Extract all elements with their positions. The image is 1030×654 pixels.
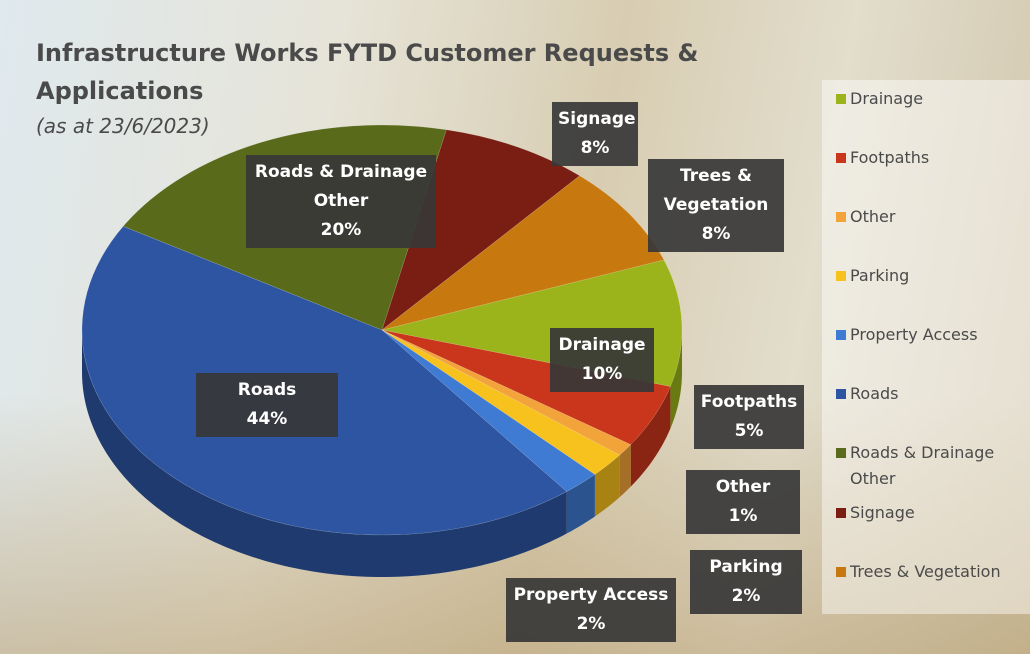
data-label-value: 2% — [576, 614, 606, 634]
legend-swatch — [836, 330, 846, 340]
legend-item: Trees & Vegetation — [836, 559, 1026, 585]
data-label-value: 2% — [731, 586, 761, 606]
data-label: Property Access 2% — [506, 578, 676, 642]
data-label-name: Roads — [237, 380, 297, 400]
data-label: Trees & Vegetation 8% — [648, 159, 784, 252]
data-label: Other 1% — [686, 470, 800, 534]
data-label-name: Footpaths — [700, 392, 798, 412]
slice-side — [82, 330, 567, 577]
data-label-value: 5% — [734, 421, 764, 441]
data-label: Drainage 10% — [550, 328, 654, 392]
legend-swatch — [836, 508, 846, 518]
data-label-value: 8% — [701, 224, 731, 244]
chart-title: Infrastructure Works FYTD Customer Reque… — [36, 39, 699, 105]
chart-subtitle: (as at 23/6/2023) — [36, 114, 210, 138]
data-label-name: Property Access — [513, 585, 669, 605]
legend-label: Roads & Drainage Other — [850, 443, 995, 488]
data-label-name: Parking — [709, 557, 783, 577]
legend-label: Roads — [850, 384, 899, 403]
slice — [381, 329, 621, 475]
slice-side — [630, 386, 671, 487]
legend-item: Footpaths — [836, 145, 1026, 171]
legend-item: Roads — [836, 381, 1026, 407]
legend-swatch — [836, 94, 846, 104]
slice — [381, 175, 665, 331]
legend-label: Trees & Vegetation — [850, 562, 1001, 581]
legend-item: Roads & Drainage Other — [836, 440, 1026, 492]
slice — [381, 329, 671, 445]
data-label: Signage 8% — [552, 102, 638, 166]
legend-swatch — [836, 448, 846, 458]
legend-item: Drainage — [836, 86, 1026, 112]
data-label-name: Trees & Vegetation — [663, 166, 769, 215]
slice-side — [670, 330, 682, 429]
legend-swatch — [836, 271, 846, 281]
legend-item: Other — [836, 204, 1026, 230]
legend-swatch — [836, 153, 846, 163]
slice-side — [594, 455, 620, 517]
slice — [381, 329, 596, 492]
data-label-value: 1% — [728, 506, 758, 526]
legend-label: Parking — [850, 266, 910, 285]
data-label: Parking 2% — [690, 550, 802, 614]
data-label-name: Drainage — [558, 335, 646, 355]
data-label-value: 20% — [320, 220, 362, 240]
data-label-name: Signage — [558, 109, 636, 129]
slice-side — [566, 474, 595, 534]
data-label-value: 10% — [581, 364, 623, 384]
data-label-name: Roads & Drainage Other — [254, 162, 428, 211]
data-label: Roads 44% — [196, 373, 338, 437]
data-label-name: Other — [715, 477, 771, 497]
data-label-value: 8% — [580, 138, 610, 158]
legend: Drainage Footpaths Other Parking Property Ac… — [822, 80, 1030, 614]
slice-side — [619, 444, 631, 498]
legend-label: Footpaths — [850, 148, 930, 167]
legend-swatch — [836, 212, 846, 222]
data-label: Footpaths 5% — [694, 385, 804, 449]
legend-label: Other — [850, 207, 896, 226]
legend-label: Signage — [850, 503, 915, 522]
data-label: Roads & Drainage Other 20% — [246, 155, 436, 248]
slice — [381, 329, 632, 456]
legend-label: Property Access — [850, 325, 978, 344]
data-label-value: 44% — [246, 409, 288, 429]
legend-swatch — [836, 567, 846, 577]
legend-item: Property Access — [836, 322, 1026, 348]
legend-swatch — [836, 389, 846, 399]
legend-label: Drainage — [850, 89, 924, 108]
legend-item: Signage — [836, 500, 1026, 526]
legend-item: Parking — [836, 263, 1026, 289]
